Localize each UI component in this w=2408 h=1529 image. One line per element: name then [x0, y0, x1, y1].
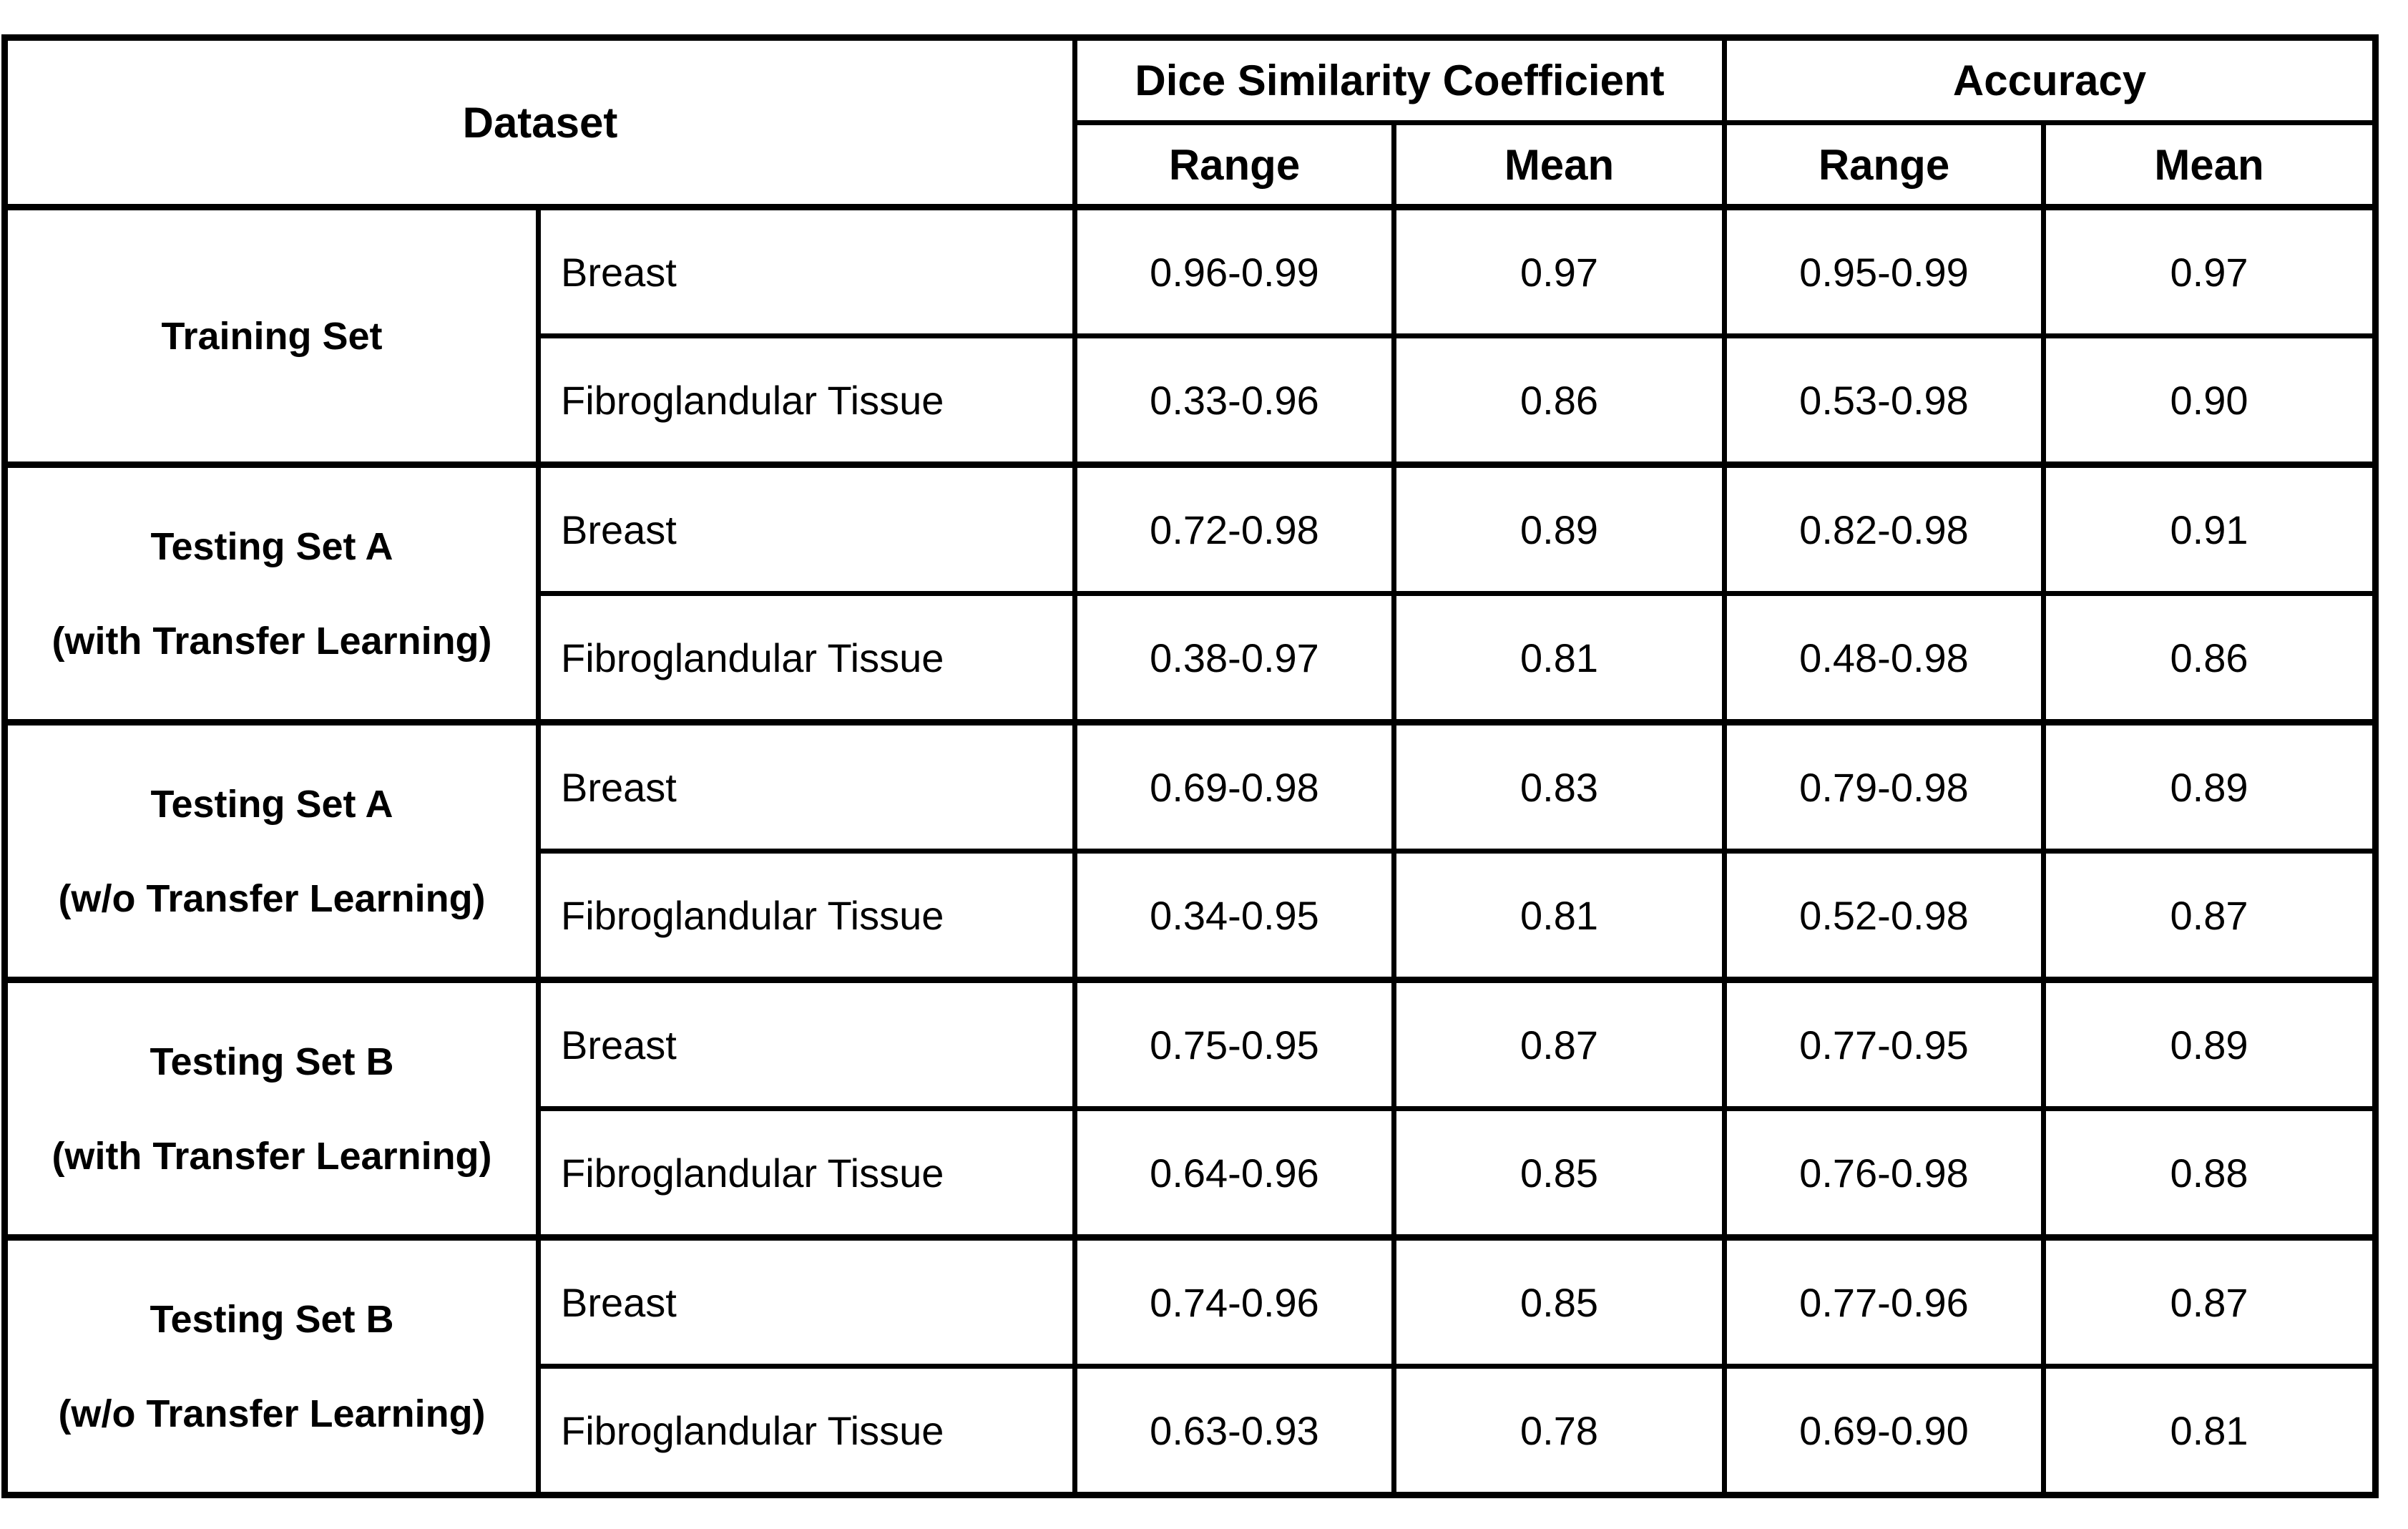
group-label-cell-testing-a-with-tl: Testing Set A (with Transfer Learning): [2, 461, 541, 725]
acc-mean-cell: 0.88: [2041, 1106, 2378, 1240]
acc-mean-cell: 0.89: [2041, 719, 2378, 854]
tissue-cell: Breast: [536, 204, 1077, 338]
dsc-mean-cell: 0.87: [1391, 977, 1727, 1111]
acc-range-cell: 0.69-0.90: [1722, 1364, 2046, 1498]
header-row-subcolumns: Range Mean Range Mean: [5, 120, 2378, 210]
table-row: Fibroglandular Tissue 0.64-0.96 0.85 0.7…: [5, 1106, 2378, 1240]
tissue-cell: Breast: [536, 719, 1077, 854]
acc-range-cell: 0.52-0.98: [1722, 849, 2046, 982]
group-label-stack: Testing Set B (with Transfer Learning): [10, 1040, 534, 1178]
acc-mean-cell: 0.97: [2041, 204, 2378, 338]
tissue-cell: Breast: [536, 1234, 1077, 1369]
dsc-range-cell: 0.72-0.98: [1072, 461, 1396, 596]
group-label-line1: Training Set: [161, 314, 383, 358]
dsc-mean-cell: 0.85: [1391, 1234, 1727, 1369]
table-row: Fibroglandular Tissue 0.38-0.97 0.81 0.4…: [5, 591, 2378, 725]
group-label-cell-testing-a-wo-tl: Testing Set A (w/o Transfer Learning): [2, 719, 541, 982]
acc-range-cell: 0.82-0.98: [1722, 461, 2046, 596]
group-label-stack: Testing Set A (with Transfer Learning): [10, 524, 534, 663]
table-row: Testing Set A (with Transfer Learning) B…: [2, 461, 2378, 725]
header-dice-mean-cell: Mean: [1391, 120, 1727, 210]
dsc-mean-cell: 0.81: [1391, 849, 1727, 982]
dsc-mean-cell: 0.85: [1391, 1106, 1727, 1240]
dsc-range-cell: 0.75-0.95: [1072, 977, 1396, 1111]
header-accuracy-mean-cell: Mean: [2041, 120, 2378, 210]
group-label-line1: Testing Set B: [150, 1297, 394, 1341]
results-table-container: Dataset Dice Similarity Coefficient Accu…: [1, 34, 2379, 1498]
tissue-cell: Fibroglandular Tissue: [536, 1364, 1077, 1498]
results-table: Dataset Dice Similarity Coefficient Accu…: [1, 34, 2379, 1498]
acc-range-cell: 0.79-0.98: [1722, 719, 2046, 854]
dsc-range-cell: 0.69-0.98: [1072, 719, 1396, 854]
dsc-range-cell: 0.74-0.96: [1072, 1234, 1396, 1369]
dsc-range-cell: 0.64-0.96: [1072, 1106, 1396, 1240]
acc-range-cell: 0.76-0.98: [1722, 1106, 2046, 1240]
tissue-cell: Breast: [536, 461, 1077, 596]
group-label-stack: Testing Set B (w/o Transfer Learning): [10, 1297, 534, 1436]
acc-mean-cell: 0.86: [2041, 591, 2378, 725]
table-row: Training Set Breast 0.96-0.99 0.97 0.95-…: [2, 204, 2378, 467]
acc-mean-cell: 0.89: [2041, 977, 2378, 1111]
dsc-range-cell: 0.63-0.93: [1072, 1364, 1396, 1498]
tissue-cell: Fibroglandular Tissue: [536, 333, 1077, 467]
acc-mean-cell: 0.87: [2041, 1234, 2378, 1369]
tissue-cell: Fibroglandular Tissue: [536, 591, 1077, 725]
dsc-range-cell: 0.96-0.99: [1072, 204, 1396, 338]
group-label-line2: (w/o Transfer Learning): [58, 1392, 486, 1435]
header-row-groups: Dataset Dice Similarity Coefficient Accu…: [2, 35, 2378, 210]
acc-mean-cell: 0.91: [2041, 461, 2378, 596]
tissue-cell: Fibroglandular Tissue: [536, 1106, 1077, 1240]
table-row: Testing Set B (with Transfer Learning) B…: [2, 977, 2378, 1240]
acc-range-cell: 0.48-0.98: [1722, 591, 2046, 725]
group-label-stack: Training Set: [10, 314, 534, 358]
tissue-cell: Breast: [536, 977, 1077, 1111]
group-label-line1: Testing Set A: [150, 524, 393, 568]
tissue-cell: Fibroglandular Tissue: [536, 849, 1077, 982]
dsc-mean-cell: 0.97: [1391, 204, 1727, 338]
dsc-mean-cell: 0.83: [1391, 719, 1727, 854]
group-label-line1: Testing Set A: [150, 782, 393, 826]
dsc-mean-cell: 0.81: [1391, 591, 1727, 725]
dsc-mean-cell: 0.86: [1391, 333, 1727, 467]
dsc-mean-cell: 0.89: [1391, 461, 1727, 596]
header-dataset-cell: Dataset: [2, 35, 1077, 210]
table-row: Fibroglandular Tissue 0.63-0.93 0.78 0.6…: [5, 1364, 2378, 1498]
table-row: Testing Set B (w/o Transfer Learning) Br…: [2, 1234, 2378, 1498]
header-dice-cell: Dice Similarity Coefficient: [1072, 35, 1727, 125]
group-label-cell-training-set: Training Set: [2, 204, 541, 467]
group-label-line1: Testing Set B: [150, 1040, 394, 1083]
group-label-line2: (w/o Transfer Learning): [58, 876, 486, 920]
group-label-cell-testing-b-with-tl: Testing Set B (with Transfer Learning): [2, 977, 541, 1240]
header-dice-range-cell: Range: [1072, 120, 1396, 210]
acc-mean-cell: 0.81: [2041, 1364, 2378, 1498]
dsc-range-cell: 0.38-0.97: [1072, 591, 1396, 725]
acc-range-cell: 0.95-0.99: [1722, 204, 2046, 338]
dsc-range-cell: 0.33-0.96: [1072, 333, 1396, 467]
group-label-line2: (with Transfer Learning): [52, 1134, 492, 1178]
group-label-stack: Testing Set A (w/o Transfer Learning): [10, 782, 534, 921]
header-accuracy-range-cell: Range: [1722, 120, 2046, 210]
acc-mean-cell: 0.87: [2041, 849, 2378, 982]
acc-mean-cell: 0.90: [2041, 333, 2378, 467]
dsc-range-cell: 0.34-0.95: [1072, 849, 1396, 982]
acc-range-cell: 0.77-0.95: [1722, 977, 2046, 1111]
dsc-mean-cell: 0.78: [1391, 1364, 1727, 1498]
group-label-line2: (with Transfer Learning): [52, 619, 492, 663]
header-accuracy-cell: Accuracy: [1722, 35, 2378, 125]
table-row: Fibroglandular Tissue 0.33-0.96 0.86 0.5…: [5, 333, 2378, 467]
group-label-cell-testing-b-wo-tl: Testing Set B (w/o Transfer Learning): [2, 1234, 541, 1498]
acc-range-cell: 0.77-0.96: [1722, 1234, 2046, 1369]
table-row: Testing Set A (w/o Transfer Learning) Br…: [2, 719, 2378, 982]
table-row: Fibroglandular Tissue 0.34-0.95 0.81 0.5…: [5, 849, 2378, 982]
acc-range-cell: 0.53-0.98: [1722, 333, 2046, 467]
